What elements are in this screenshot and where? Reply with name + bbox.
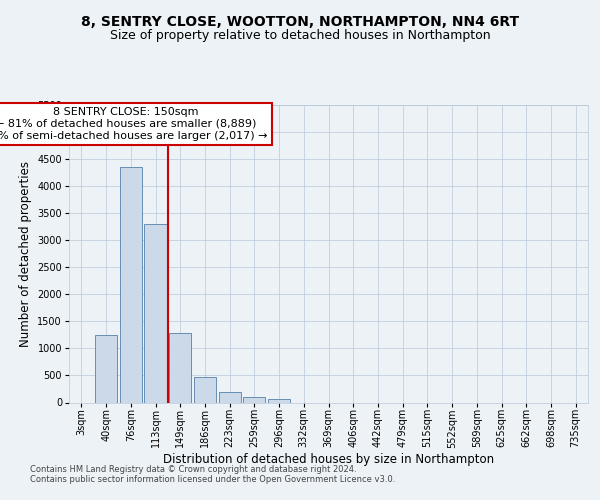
Bar (169, 334, 191, 402)
Y-axis label: Number of detached properties: Number of detached properties (19, 161, 32, 347)
Bar (95, 335, 117, 402)
Text: Contains public sector information licensed under the Open Government Licence v3: Contains public sector information licen… (30, 474, 395, 484)
Text: 8, SENTRY CLOSE, WOOTTON, NORTHAMPTON, NN4 6RT: 8, SENTRY CLOSE, WOOTTON, NORTHAMPTON, N… (81, 16, 519, 30)
Bar (243, 397, 265, 402)
Bar (194, 376, 216, 402)
Bar (218, 392, 241, 402)
X-axis label: Distribution of detached houses by size in Northampton: Distribution of detached houses by size … (163, 453, 494, 466)
Text: Contains HM Land Registry data © Crown copyright and database right 2024.: Contains HM Land Registry data © Crown c… (30, 464, 356, 473)
Bar (268, 400, 290, 402)
Bar (145, 224, 167, 402)
Bar (119, 167, 142, 402)
Text: 8 SENTRY CLOSE: 150sqm
← 81% of detached houses are smaller (8,889)
18% of semi-: 8 SENTRY CLOSE: 150sqm ← 81% of detached… (0, 108, 268, 140)
Text: Size of property relative to detached houses in Northampton: Size of property relative to detached ho… (110, 30, 490, 43)
